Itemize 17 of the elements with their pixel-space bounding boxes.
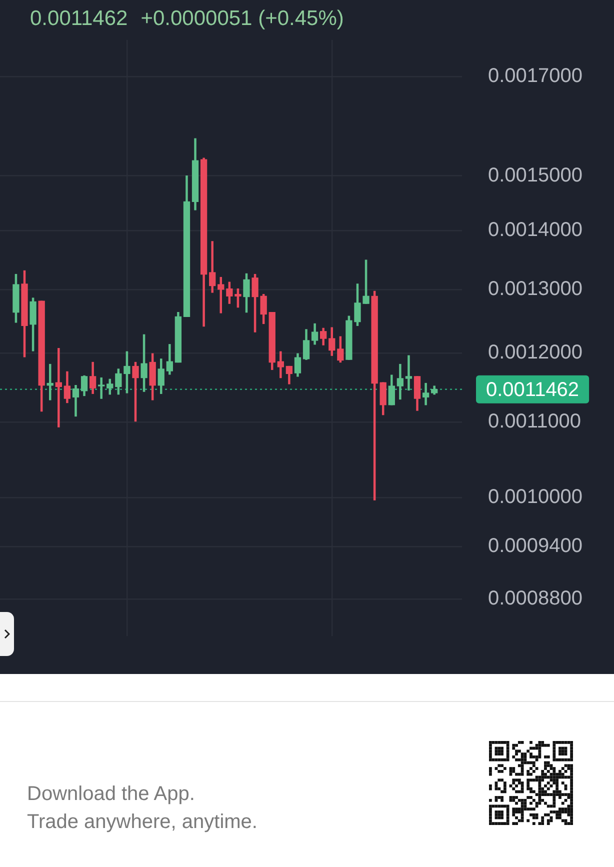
candlestick [55, 348, 62, 428]
y-tick-label: 0.0015000 [488, 164, 583, 186]
y-tick-label: 0.0017000 [488, 65, 583, 88]
y-tick-label: 0.0014000 [488, 219, 583, 242]
chart-title: 0.0011462 [30, 6, 128, 30]
y-tick-label: 0.0011000 [488, 410, 582, 432]
y-tick-label: 0.0013000 [488, 278, 583, 300]
y-tick-label: 0.0009400 [488, 535, 583, 558]
y-tick-label: 0.0010000 [488, 486, 583, 508]
candlestick [405, 355, 412, 390]
text: Download the App. [27, 782, 195, 807]
candlestick [98, 377, 105, 399]
y-tick-label: 0.0008800 [488, 588, 583, 610]
ref-line-label: 0.0011462 [486, 378, 580, 401]
chart-subtitle: +0.0000051 (+0.45%) [140, 6, 344, 30]
y-tick-label: 0.0012000 [488, 341, 583, 364]
text: Trade anywhere, anytime. [27, 810, 258, 835]
